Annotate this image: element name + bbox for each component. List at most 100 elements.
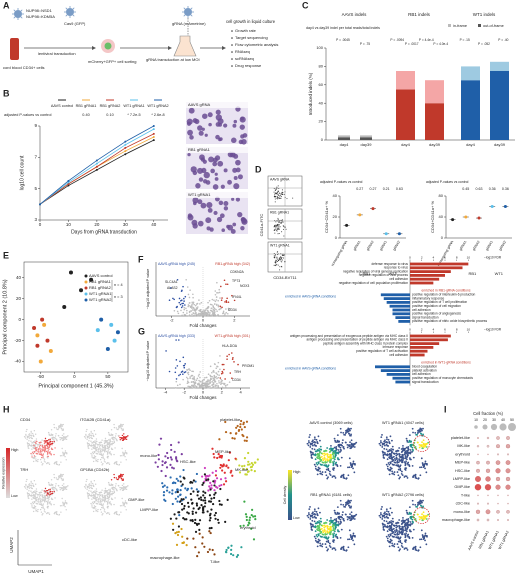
cell-dot xyxy=(315,534,318,536)
cell-dot xyxy=(108,489,110,491)
cell-dot xyxy=(349,534,352,536)
cell-dot xyxy=(99,453,102,456)
cell-dot xyxy=(347,432,350,435)
cell-dot xyxy=(108,439,110,441)
cell-dot xyxy=(387,462,390,464)
cell-dot xyxy=(198,532,201,535)
cell-dot xyxy=(391,439,393,442)
point xyxy=(112,338,117,343)
cell xyxy=(187,213,193,218)
cell-dot xyxy=(48,441,50,444)
axis-label: −log10 FDR xyxy=(484,255,502,259)
cell-dot xyxy=(35,492,37,495)
cell-dot xyxy=(390,448,393,450)
cell-dot xyxy=(111,494,113,496)
cell-dot xyxy=(47,431,50,434)
cell-dot xyxy=(386,537,389,540)
cell-dot xyxy=(99,450,101,453)
gene-label: ALAS2 xyxy=(167,286,178,290)
cell-dot xyxy=(92,434,94,437)
cell-dot xyxy=(316,457,319,460)
y-tick-label: 40 xyxy=(319,100,324,105)
cell-dot xyxy=(242,524,245,527)
event xyxy=(276,225,278,227)
y-tick-label: 80 xyxy=(439,193,444,198)
cell-dot xyxy=(55,512,58,514)
cell-dot xyxy=(404,524,407,527)
event xyxy=(278,221,280,223)
cell-dot xyxy=(125,486,128,488)
cell-dot xyxy=(389,507,392,510)
cell-dot xyxy=(412,503,414,506)
cell-dot xyxy=(109,438,111,440)
cell-dot xyxy=(331,461,334,463)
cell-dot xyxy=(42,507,44,509)
cell-dot xyxy=(332,457,335,460)
axis-label: CD34-BV711 xyxy=(273,275,297,280)
cell-dot xyxy=(60,473,62,476)
cell-dot xyxy=(206,550,210,554)
cell-dot xyxy=(120,437,122,439)
event xyxy=(276,197,278,199)
cell-dot xyxy=(388,468,391,471)
label: WT1 gRNA1 xyxy=(270,243,290,247)
y-axis-label: log10 cell count xyxy=(19,155,25,190)
cell-dot xyxy=(109,488,111,490)
cell-dot xyxy=(316,463,319,466)
cell-dot xyxy=(346,515,349,518)
x-tick-label: 10 xyxy=(66,222,72,227)
cell-dot xyxy=(41,439,43,441)
axis-label: CD41a-FITC xyxy=(259,214,264,237)
cell-dot xyxy=(313,448,316,451)
cell-dot xyxy=(427,441,430,444)
tick-label: 2 xyxy=(421,255,423,259)
cell-dot xyxy=(398,447,401,449)
cell-dot xyxy=(390,526,393,529)
gene-dot xyxy=(212,382,215,384)
legend-label: AAVS control xyxy=(51,104,73,108)
gene-dot xyxy=(190,381,193,383)
gene-dot xyxy=(192,293,194,296)
cell-dot xyxy=(171,466,174,469)
cell-dot xyxy=(337,524,340,527)
cell-dot xyxy=(241,465,244,468)
bar xyxy=(389,304,410,308)
gene-dot xyxy=(193,379,196,381)
bar-in-frame xyxy=(425,80,444,104)
cell-dot xyxy=(383,525,386,528)
cell-dot xyxy=(59,476,61,478)
cell-dot xyxy=(107,494,109,496)
cell xyxy=(220,184,225,189)
cell-dot xyxy=(313,508,316,511)
event xyxy=(274,232,276,234)
cell-dot xyxy=(115,462,118,464)
cell-dot xyxy=(337,512,340,515)
cell-dot xyxy=(243,457,247,460)
bullet xyxy=(231,58,233,60)
cell-dot xyxy=(28,484,30,486)
cell-dot xyxy=(195,522,198,525)
cell-dot xyxy=(382,451,385,454)
cell-dot xyxy=(46,462,48,465)
cell-dot xyxy=(307,516,310,519)
cell-dot xyxy=(350,536,352,539)
cell-dot xyxy=(314,539,317,542)
point xyxy=(477,216,481,220)
gene-dot xyxy=(185,307,187,310)
cell-dot xyxy=(85,485,87,487)
cell-dot xyxy=(209,500,212,503)
gene-dot xyxy=(208,299,211,302)
cell-dot xyxy=(189,481,192,484)
cell-dot xyxy=(343,477,346,480)
cell-dot xyxy=(404,534,407,537)
cell-dot xyxy=(53,462,56,465)
size-tick-label: 20 xyxy=(483,418,487,422)
cluster-label: mono-like xyxy=(140,453,158,458)
cell-dot xyxy=(321,543,324,545)
gene-dot xyxy=(195,313,197,316)
gene-dot xyxy=(182,364,185,367)
gene-dot xyxy=(219,377,222,379)
cell-dot xyxy=(326,525,329,528)
cell-dot xyxy=(421,501,423,504)
cell-dot xyxy=(318,539,321,542)
